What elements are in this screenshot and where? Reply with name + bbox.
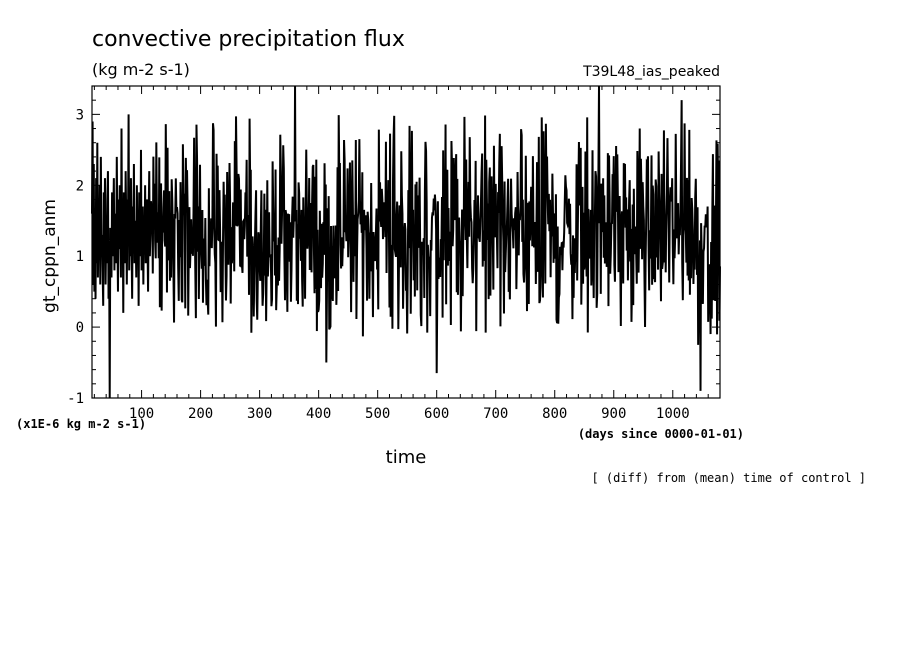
x-tick-label: 100 bbox=[129, 406, 154, 422]
y-axis-label: gt_cppn_anm bbox=[40, 199, 60, 313]
y-tick-label: -1 bbox=[67, 391, 84, 407]
chart-title: convective precipitation flux bbox=[92, 27, 405, 52]
y-tick-label: 0 bbox=[76, 320, 84, 336]
experiment-label: T39L48_ias_peaked bbox=[582, 64, 720, 80]
x-tick-label: 400 bbox=[306, 406, 331, 422]
x-tick-label: 200 bbox=[188, 406, 213, 422]
x-tick-label: 1000 bbox=[656, 406, 690, 422]
footnote: [ (diff) from (mean) time of control ] bbox=[591, 471, 866, 485]
x-tick-label: 800 bbox=[542, 406, 567, 422]
x-tick-label: 600 bbox=[424, 406, 449, 422]
chart-units: (kg m-2 s-1) bbox=[92, 60, 190, 79]
x-tick-label: 900 bbox=[601, 406, 626, 422]
y-tick-label: 1 bbox=[76, 249, 84, 265]
x-ticks: 100 200 300 400 500 600 700 800 900 1000 bbox=[93, 86, 721, 422]
x-tick-label: 500 bbox=[365, 406, 390, 422]
y-tick-label: 3 bbox=[76, 107, 84, 123]
x-tick-label: 300 bbox=[247, 406, 272, 422]
plot-area: 100 200 300 400 500 600 700 800 900 1000 -1 0 1 2 3 bbox=[67, 85, 721, 422]
x-tick-label: 700 bbox=[483, 406, 508, 422]
x-units: (days since 0000-01-01) bbox=[578, 427, 744, 441]
series-line bbox=[91, 85, 721, 399]
y-scale-note: (x1E-6 kg m-2 s-1) bbox=[16, 417, 146, 431]
x-axis-label: time bbox=[386, 447, 427, 468]
y-tick-label: 2 bbox=[76, 178, 84, 194]
